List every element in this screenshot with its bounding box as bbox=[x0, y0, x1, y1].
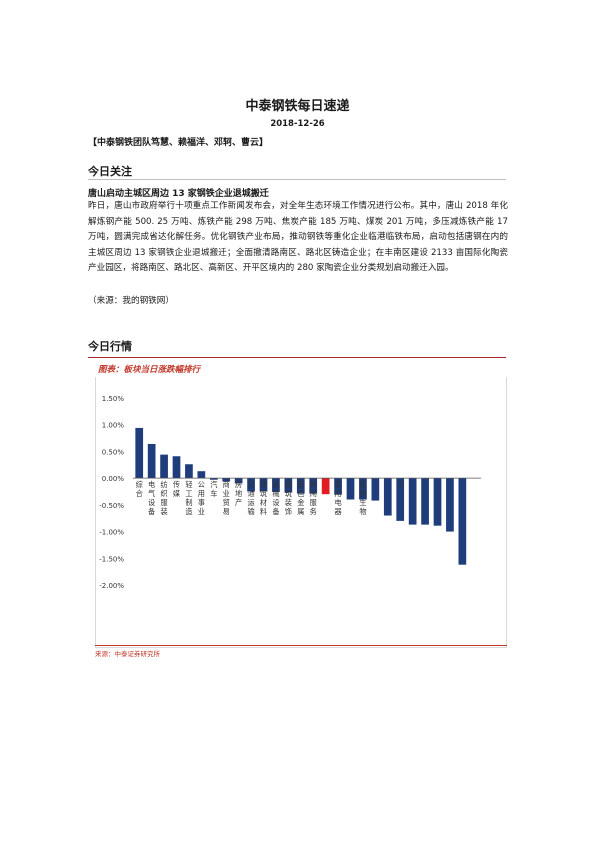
section-title-today-focus: 今日关注 bbox=[88, 165, 132, 178]
bar-26 bbox=[446, 478, 454, 532]
bar-13 bbox=[284, 478, 293, 493]
chart-source: 来源：中泰证券研究所 bbox=[95, 650, 160, 658]
chart-caption: 图表：板块当日涨跌幅排行 bbox=[98, 365, 201, 375]
y-tick-label: 0.00% bbox=[102, 475, 125, 483]
category-label: 工 bbox=[397, 480, 404, 489]
bar-2 bbox=[147, 443, 156, 479]
bar-10 bbox=[247, 478, 255, 492]
category-label: 纺织服装 bbox=[160, 480, 167, 516]
y-tick-label: 1.50% bbox=[102, 395, 125, 403]
category-label: 商业贸易 bbox=[223, 480, 230, 516]
category-label: 电气设备 bbox=[148, 480, 155, 516]
bar-1 bbox=[135, 427, 144, 479]
bar-8 bbox=[222, 478, 231, 482]
category-label: 房地产 bbox=[235, 480, 242, 507]
bar-17 bbox=[334, 478, 342, 495]
bar-5 bbox=[185, 464, 193, 479]
section-divider bbox=[88, 179, 506, 180]
bar-21 bbox=[383, 478, 392, 516]
bar-12 bbox=[272, 478, 280, 493]
news-source: （来源：我的钢铁网） bbox=[88, 296, 174, 306]
bar-24 bbox=[421, 478, 429, 525]
chart-bottom-rule bbox=[95, 645, 507, 646]
bar-18 bbox=[346, 478, 355, 500]
category-label: 传媒 bbox=[173, 480, 180, 498]
y-tick-label: -2.00% bbox=[99, 582, 124, 590]
category-label: 公用事业 bbox=[198, 480, 205, 516]
bar-6 bbox=[197, 471, 206, 479]
bar-27 bbox=[458, 478, 467, 565]
category-label: 轻工制造 bbox=[185, 480, 192, 516]
author-team: 【中泰钢铁团队笃慧、赖福洋、邓轲、曹云】 bbox=[88, 138, 269, 148]
category-label: 建筑材料 bbox=[260, 480, 267, 516]
bar-3 bbox=[160, 454, 168, 479]
bar-23 bbox=[408, 478, 417, 525]
bar-9 bbox=[234, 478, 243, 484]
category-label: 有色金属 bbox=[297, 480, 304, 516]
category-label: 综合 bbox=[136, 480, 143, 498]
news-body: 昨日，唐山市政府举行十项重点工作新闻发布会，对全年生态环境工作情况进行公布。其中… bbox=[88, 201, 508, 273]
section-divider-red bbox=[88, 357, 506, 358]
y-tick-label: -1.00% bbox=[99, 529, 124, 537]
category-label: 建筑装饰 bbox=[285, 480, 292, 516]
bar-20 bbox=[371, 478, 380, 501]
bar-11 bbox=[259, 478, 268, 492]
category-label: 交通运输 bbox=[247, 480, 254, 516]
y-tick-label: -1.50% bbox=[99, 555, 124, 563]
category-label: 休闲服务 bbox=[310, 480, 318, 516]
bar-4 bbox=[172, 456, 181, 479]
bar-14 bbox=[296, 478, 305, 494]
category-label: 机械设备 bbox=[272, 480, 280, 516]
news-headline: 唐山启动主城区周边 13 家钢铁企业退城搬迁 bbox=[88, 189, 269, 199]
y-tick-label: 1.00% bbox=[102, 422, 125, 430]
section-title-today-market: 今日行情 bbox=[88, 340, 132, 353]
category-label: 汽车 bbox=[210, 480, 217, 498]
y-tick-label: -0.50% bbox=[99, 502, 124, 510]
category-label: 家用电器 bbox=[334, 480, 341, 516]
bar-16 bbox=[321, 478, 330, 495]
sector-change-chart: 1.50% 1.00% 0.50% 0.00% -0.50% -1.00% -1.50% -2… bbox=[95, 377, 507, 648]
bar-19 bbox=[359, 478, 367, 500]
bar-22 bbox=[396, 478, 405, 521]
category-label: 医药生物 bbox=[359, 480, 366, 516]
y-tick-label: 0.50% bbox=[102, 448, 125, 456]
bar-7 bbox=[209, 478, 218, 480]
document-date: 2018-12-26 bbox=[270, 119, 325, 129]
document-title: 中泰钢铁每日速递 bbox=[245, 99, 350, 114]
bar-25 bbox=[433, 478, 442, 526]
chart-canvas: 1.50% 1.00% 0.50% 0.00% -0.50% -1.00% -1.50% -2… bbox=[99, 395, 481, 590]
bar-15 bbox=[309, 478, 318, 494]
